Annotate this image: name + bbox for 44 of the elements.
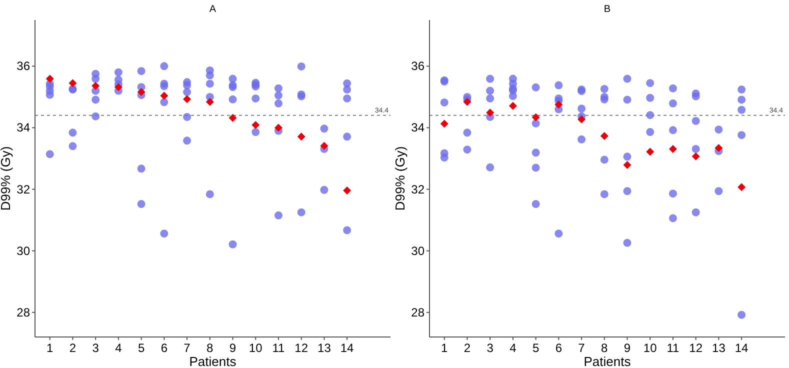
x-tick-label: 5 <box>138 341 145 355</box>
y-tick-label: 36 <box>16 59 30 74</box>
x-tick-label: 1 <box>46 341 54 355</box>
y-axis-title: D99% (Gy) <box>392 146 408 211</box>
x-tick-label: 12 <box>294 341 308 355</box>
x-tick-label: 10 <box>643 341 658 355</box>
x-tick-label: 13 <box>712 341 726 355</box>
chart-title: B <box>604 4 611 15</box>
x-axis-title: Patients <box>189 354 237 368</box>
x-tick-label: 3 <box>92 341 100 355</box>
x-tick-label: 9 <box>229 341 236 355</box>
y-axis-title: D99% (Gy) <box>0 146 13 211</box>
x-tick-label: 6 <box>555 341 562 355</box>
x-tick-label: 14 <box>340 341 354 355</box>
x-tick-label: 6 <box>160 341 168 355</box>
y-tick-label: 32 <box>16 182 30 196</box>
y-tick-label: 28 <box>411 305 425 320</box>
x-tick-label: 5 <box>532 341 540 355</box>
x-tick-label: 4 <box>115 341 122 355</box>
x-tick-label: 12 <box>689 341 703 355</box>
y-tick-label: 30 <box>16 244 30 258</box>
x-tick-label: 8 <box>601 341 608 355</box>
y-tick-label: 30 <box>411 244 425 258</box>
x-tick-label: 1 <box>441 341 448 355</box>
y-tick-label: 34 <box>16 120 30 135</box>
y-tick-label: 28 <box>16 305 30 320</box>
y-tick-label: 34 <box>411 120 425 135</box>
x-axis-title: Patients <box>584 354 632 368</box>
x-tick-label: 11 <box>666 341 680 355</box>
x-tick-label: 8 <box>206 341 214 355</box>
x-tick-label: 2 <box>464 341 471 355</box>
y-tick-label: 32 <box>411 182 425 196</box>
x-tick-label: 3 <box>486 341 494 355</box>
x-tick-label: 2 <box>69 341 76 355</box>
x-tick-label: 7 <box>578 341 586 355</box>
chart-title: A <box>209 4 216 15</box>
x-tick-label: 9 <box>624 341 631 355</box>
x-tick-label: 11 <box>272 341 286 355</box>
y-tick-label: 36 <box>411 59 425 74</box>
x-tick-label: 10 <box>248 341 263 355</box>
x-tick-label: 14 <box>734 341 749 355</box>
x-tick-label: 13 <box>318 341 332 355</box>
x-tick-label: 7 <box>184 341 191 355</box>
x-tick-label: 4 <box>510 341 517 355</box>
